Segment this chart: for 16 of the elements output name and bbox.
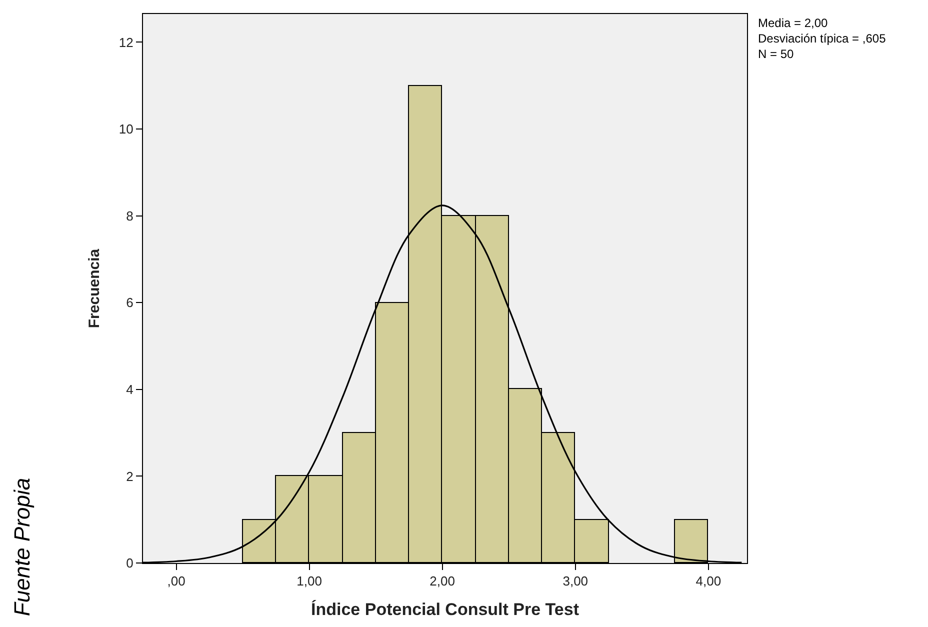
y-tick-label: 0 — [126, 556, 134, 571]
x-tick-label: 4,00 — [696, 574, 722, 589]
y-tick-label: 8 — [126, 208, 134, 224]
x-tick-label: 3,00 — [562, 574, 588, 589]
x-axis-title: Índice Potencial Consult Pre Test — [311, 599, 580, 619]
y-tick-label: 6 — [126, 295, 134, 310]
x-tick-label: ,00 — [167, 574, 186, 589]
x-tick-label: 2,00 — [430, 574, 455, 589]
y-tick-label: 4 — [126, 382, 134, 397]
y-tick-label: 10 — [118, 122, 134, 137]
text: Media = 2,00 Desviación típica = ,605 N = 50 — [758, 16, 886, 62]
y-axis-title: Frecuencia — [86, 248, 104, 328]
y-tick-label: 2 — [126, 468, 134, 484]
source-note: Fuente Propia — [9, 478, 34, 616]
y-tick-label: 12 — [118, 34, 134, 50]
x-tick-label: 1,00 — [296, 574, 322, 589]
